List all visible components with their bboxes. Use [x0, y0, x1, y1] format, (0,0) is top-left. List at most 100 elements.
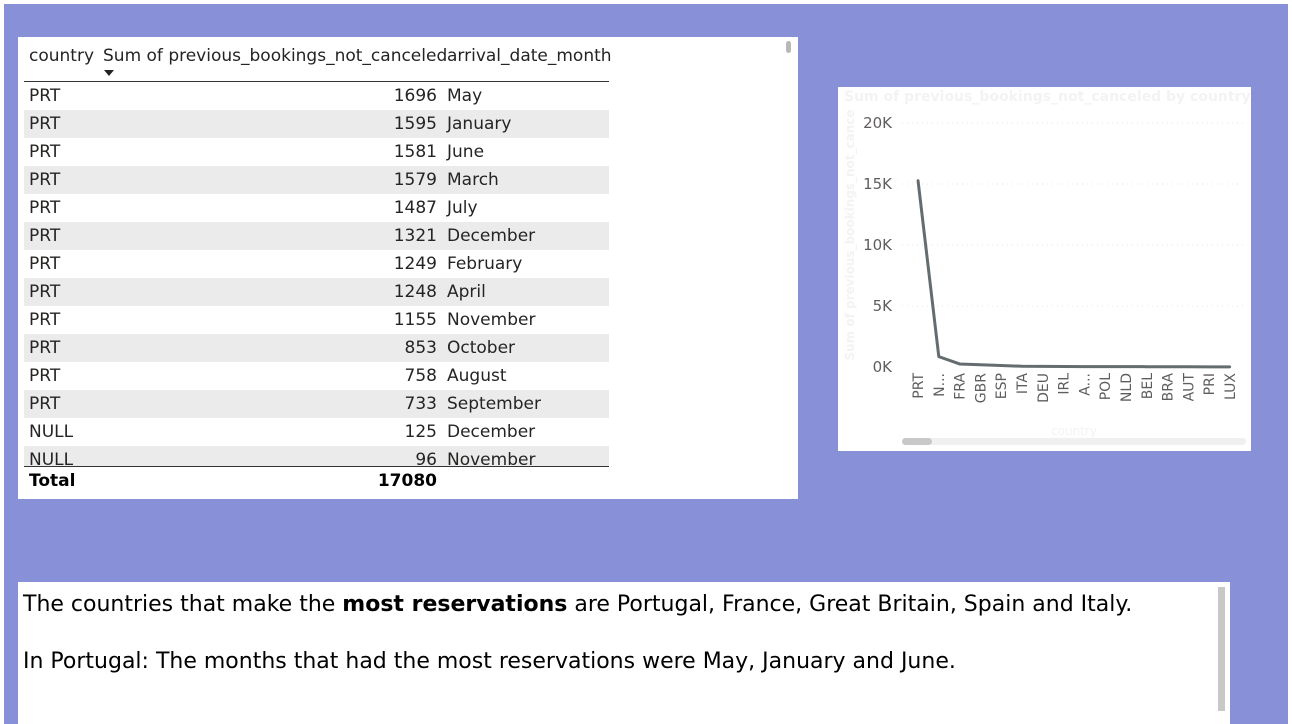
cell-month: September: [447, 394, 541, 414]
table-visual[interactable]: country Sum of previous_bookings_not_can…: [18, 37, 798, 499]
x-tick-label: A...: [1077, 373, 1093, 396]
total-value: 17080: [377, 471, 437, 491]
cell-month: November: [447, 450, 536, 467]
x-tick-label: IRL: [1057, 373, 1073, 395]
data-point: [1041, 365, 1044, 368]
x-tick-label: ESP: [994, 373, 1010, 399]
x-tick-label: GBR: [973, 373, 989, 403]
text-line-1-end: are Portugal, France, Great Britain, Spa…: [567, 592, 1133, 617]
column-header-sum[interactable]: Sum of previous_bookings_not_canceled: [103, 46, 448, 66]
y-axis-title: Sum of previous_bookings_not_cance: [843, 110, 858, 361]
cell-month: March: [447, 170, 499, 190]
data-point: [958, 362, 961, 366]
data-point: [937, 355, 940, 358]
data-point: [1020, 365, 1024, 368]
table-row[interactable]: PRT 1579 March: [24, 166, 609, 194]
data-point: [1187, 365, 1190, 368]
cell-month: December: [447, 422, 536, 442]
cell-sum: 1581: [393, 142, 437, 162]
text-box-scrollbar[interactable]: [1218, 587, 1225, 711]
cell-country: PRT: [29, 254, 61, 274]
table-row[interactable]: PRT 758 August: [24, 362, 609, 390]
table-row[interactable]: PRT 1487 July: [24, 194, 609, 222]
text-line-1: The countries that make the most reserva…: [23, 592, 1132, 617]
cell-country: PRT: [29, 198, 61, 218]
cell-country: PRT: [29, 170, 61, 190]
cell-country: NULL: [29, 450, 74, 467]
cell-month: October: [447, 338, 516, 358]
cell-country: PRT: [29, 338, 61, 358]
cell-sum: 1321: [393, 226, 437, 246]
table-row[interactable]: PRT 1249 February: [24, 250, 609, 278]
cell-sum: 96: [415, 450, 437, 467]
chart-title: Sum of previous_bookings_not_canceled by…: [844, 89, 1251, 105]
y-tick-label: 10K: [863, 236, 893, 254]
cell-month: July: [447, 198, 478, 218]
table-row[interactable]: NULL 96 November: [24, 446, 609, 467]
y-tick-label: 20K: [863, 114, 893, 132]
sort-descending-icon: [104, 70, 114, 76]
cell-country: PRT: [29, 86, 61, 106]
line-chart: 0K 5K 10K 15K 20K Sum of previous_bookings_no…: [843, 110, 1243, 438]
data-point: [1083, 365, 1086, 368]
table-header: country Sum of previous_bookings_not_can…: [24, 37, 612, 82]
cell-country: NULL: [29, 422, 74, 442]
x-tick-label: LUX: [1223, 373, 1239, 400]
table-row[interactable]: PRT 1696 May: [24, 82, 609, 110]
data-point: [1124, 365, 1128, 368]
table-scrollbar[interactable]: [786, 41, 791, 53]
cell-month: August: [447, 366, 507, 386]
table-row[interactable]: PRT 733 September: [24, 390, 609, 418]
chart-horizontal-scrollbar[interactable]: [902, 438, 1246, 445]
table-row[interactable]: PRT 1581 June: [24, 138, 609, 166]
x-tick-label: ITA: [1015, 373, 1031, 395]
y-tick-label: 0K: [873, 358, 894, 376]
cell-sum: 1696: [393, 86, 437, 106]
cell-sum: 1579: [393, 170, 437, 190]
cell-sum: 853: [404, 338, 437, 358]
table-row[interactable]: NULL 125 December: [24, 418, 609, 446]
x-tick-label: BRA: [1161, 373, 1177, 402]
column-header-country[interactable]: country: [29, 46, 95, 66]
cell-country: PRT: [29, 394, 61, 414]
x-axis-title: country: [1051, 424, 1097, 438]
x-tick-label: POL: [1098, 373, 1114, 400]
cell-month: November: [447, 310, 536, 330]
table-row[interactable]: PRT 1248 April: [24, 278, 609, 306]
data-point: [1208, 365, 1211, 369]
table-row[interactable]: PRT 1321 December: [24, 222, 609, 250]
x-tick-label: PRI: [1202, 373, 1218, 395]
cell-month: April: [447, 282, 486, 302]
x-tick-label: BEL: [1140, 373, 1156, 399]
cell-country: PRT: [29, 310, 61, 330]
chart-scrollbar-thumb[interactable]: [902, 438, 932, 445]
x-tick-label: AUT: [1181, 373, 1197, 402]
table-row[interactable]: PRT 853 October: [24, 334, 609, 362]
data-point: [1228, 365, 1232, 369]
table-body[interactable]: PRT 1696 May PRT 1595 January PRT 1581 June PRT 15…: [24, 82, 609, 467]
cell-month: January: [447, 114, 512, 134]
x-tick-label: PRT: [911, 373, 927, 399]
table-row[interactable]: PRT 1155 November: [24, 306, 609, 334]
cell-country: PRT: [29, 142, 61, 162]
series-line: [916, 180, 1231, 369]
column-header-month[interactable]: arrival_date_month: [447, 46, 612, 66]
data-point: [1145, 365, 1148, 368]
y-tick-label: 15K: [863, 175, 893, 193]
x-tick-label: FRA: [953, 373, 969, 400]
x-tick-label: NLD: [1119, 373, 1135, 402]
text-line-2: In Portugal: The months that had the mos…: [23, 649, 956, 674]
text-line-1-start: The countries that make the: [23, 592, 343, 617]
cell-month: December: [447, 226, 536, 246]
table-total-row: Total 17080: [24, 467, 609, 499]
cell-country: PRT: [29, 282, 61, 302]
text-line-1-bold: most reservations: [342, 592, 568, 617]
line-chart-visual[interactable]: 0K 5K 10K 15K 20K Sum of previous_bookings_no…: [838, 87, 1251, 451]
data-table: country Sum of previous_bookings_not_can…: [24, 37, 612, 499]
data-point: [1000, 364, 1003, 367]
cell-month: May: [447, 86, 483, 106]
cell-sum: 125: [404, 422, 437, 442]
cell-sum: 1595: [393, 114, 437, 134]
data-point: [1104, 365, 1107, 368]
table-row[interactable]: PRT 1595 January: [24, 110, 609, 138]
